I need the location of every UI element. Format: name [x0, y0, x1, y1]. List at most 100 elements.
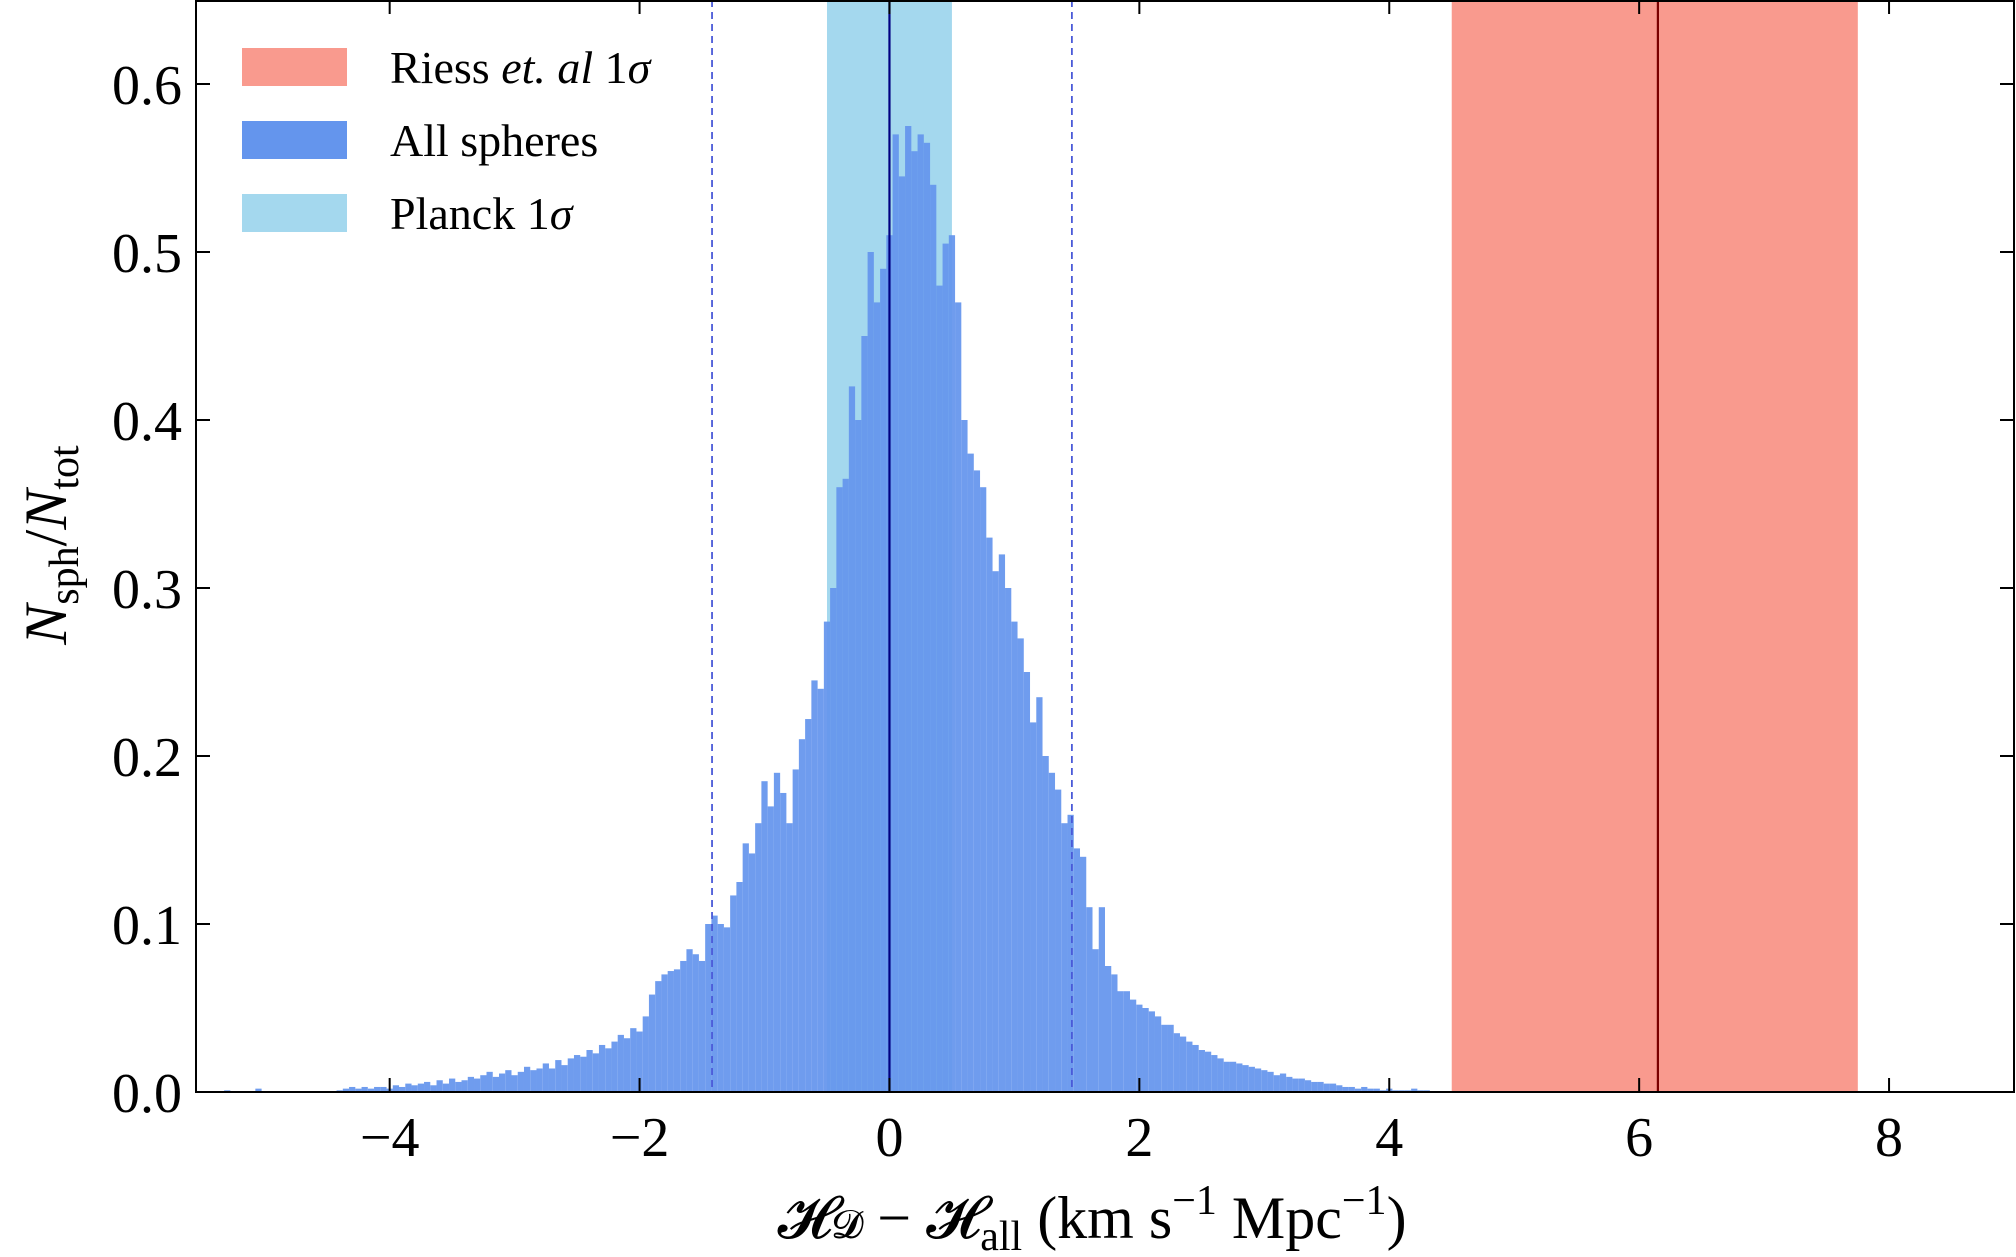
hist-bar [705, 924, 712, 1092]
hist-bar [1273, 1075, 1280, 1092]
hist-bar [1055, 789, 1062, 1092]
hist-bar [792, 769, 799, 1092]
hist-bar [986, 537, 993, 1092]
hist-bar [786, 823, 793, 1092]
hist-bar [1261, 1070, 1268, 1092]
hist-bar [973, 470, 981, 1092]
hist-bar [592, 1053, 599, 1092]
hist-bar [911, 151, 918, 1092]
hist-bar [548, 1068, 556, 1092]
hist-bar [598, 1044, 606, 1092]
hist-bar [436, 1080, 443, 1092]
hist-bar [1073, 848, 1081, 1092]
hist-bar [417, 1083, 425, 1092]
hist-bar [1217, 1058, 1224, 1092]
hist-bar [730, 895, 737, 1092]
hist-bar [780, 792, 787, 1092]
hist-bar [1092, 949, 1099, 1092]
hist-bar [711, 915, 718, 1092]
hist-bar [736, 882, 743, 1092]
hist-bar [967, 453, 974, 1093]
hist-bar [555, 1060, 562, 1092]
hist-bar [1292, 1078, 1299, 1092]
hist-bar [523, 1066, 531, 1092]
hist-bar [536, 1068, 543, 1092]
y-tick-label: 0.4 [112, 391, 182, 453]
reference-lines [711, 0, 1659, 1092]
hist-bar [399, 1086, 406, 1092]
hist-bar [1336, 1085, 1343, 1092]
hist-bar [517, 1071, 524, 1092]
hist-bar [580, 1056, 587, 1092]
hist-bar [1061, 823, 1068, 1092]
hist-bar [442, 1083, 450, 1092]
hist-bar [1080, 856, 1087, 1092]
hist-bar [892, 134, 899, 1092]
hist-bar [530, 1070, 537, 1092]
y-tick-label: 0.2 [112, 727, 182, 789]
y-tick-label: 0.1 [112, 895, 182, 957]
x-tick-label: 2 [1125, 1107, 1153, 1169]
hist-bar [1129, 999, 1137, 1092]
hist-bar [1286, 1076, 1293, 1092]
x-axis-label: 𝓗𝓓 − 𝓗all (km s−1 Mpc−1) [777, 1178, 1406, 1257]
hist-bar [1192, 1044, 1199, 1092]
hist-bar [636, 1031, 643, 1092]
hist-bar [1311, 1081, 1318, 1092]
hist-bar [1211, 1055, 1218, 1092]
hist-bar [1267, 1071, 1274, 1092]
hist-bar [686, 949, 693, 1092]
hist-bar [955, 302, 962, 1092]
hist-bar [1142, 1008, 1149, 1092]
hist-bar [1411, 1088, 1418, 1092]
hist-bar [948, 235, 956, 1092]
hist-bar [1361, 1086, 1368, 1092]
hist-bar [455, 1081, 462, 1092]
hist-bar [1367, 1088, 1374, 1092]
hist-bar [648, 994, 656, 1092]
hist-bar [748, 853, 756, 1092]
hist-bar [942, 243, 949, 1093]
x-tick-label: −4 [360, 1107, 420, 1169]
hist-bar [492, 1076, 499, 1092]
hist-bar [830, 588, 837, 1092]
hist-bar [1342, 1086, 1349, 1092]
hist-bar [1173, 1033, 1180, 1092]
band-1 [1451, 0, 1858, 1092]
hist-bar [505, 1070, 512, 1092]
hist-bar [1030, 722, 1037, 1092]
hist-bar [380, 1086, 387, 1092]
hist-bar [698, 960, 706, 1092]
x-tick-label: 8 [1875, 1107, 1903, 1169]
hist-bar [486, 1071, 493, 1092]
hist-bar [673, 969, 681, 1092]
hist-bar [805, 719, 812, 1092]
hist-bar [1304, 1080, 1312, 1092]
hist-bar [855, 420, 862, 1092]
hist-bar [1186, 1041, 1193, 1092]
legend-label-riess: Riess et. al 1σ [390, 42, 653, 93]
legend-swatch-planck [242, 194, 347, 232]
hist-bar [936, 285, 943, 1093]
hist-bar [848, 386, 856, 1092]
hist-bar [917, 134, 924, 1092]
hist-bar [1254, 1068, 1262, 1092]
hist-bar [1148, 1011, 1155, 1092]
hist-bar [1167, 1024, 1174, 1092]
hist-bar [823, 621, 831, 1092]
hist-bar [586, 1050, 593, 1092]
hist-bar [605, 1048, 612, 1092]
hist-bar [367, 1088, 375, 1092]
hist-bar [1123, 991, 1130, 1092]
hist-bar [405, 1083, 412, 1092]
hist-bar [1011, 621, 1018, 1092]
hist-bar [836, 487, 843, 1092]
hist-bar [811, 680, 818, 1092]
y-axis-label: Nsph/Ntot [13, 445, 88, 646]
hist-bar [1086, 907, 1093, 1092]
hist-bar [723, 927, 731, 1092]
hist-bar [742, 843, 749, 1092]
y-tick-label: 0.3 [112, 559, 182, 621]
hist-bar [992, 571, 999, 1092]
hist-bar [1048, 772, 1056, 1092]
